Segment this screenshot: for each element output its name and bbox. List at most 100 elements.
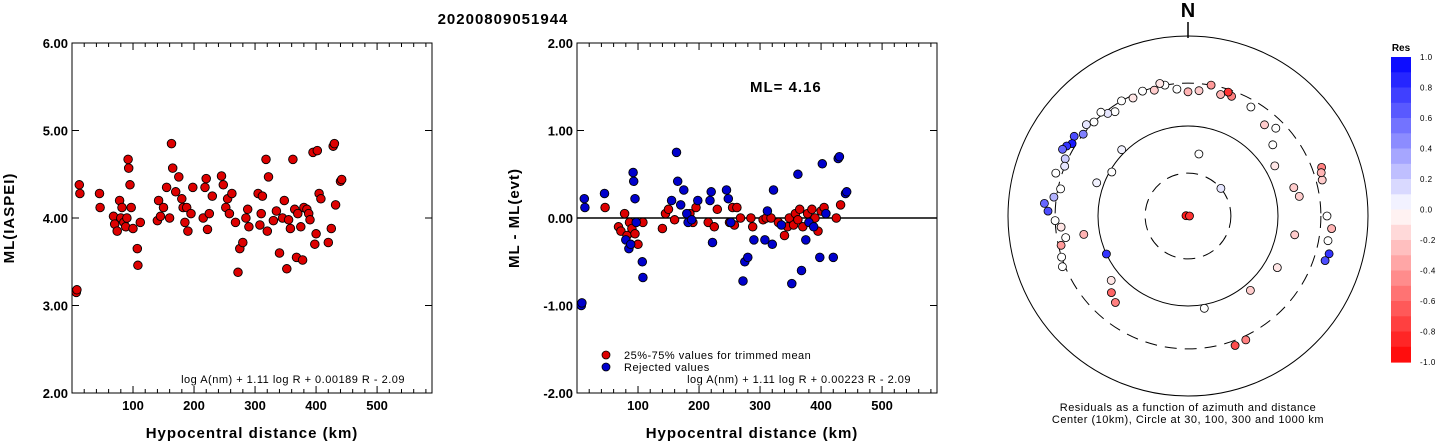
data-point: [74, 180, 85, 190]
data-point: [747, 222, 758, 232]
data-point: [693, 195, 703, 206]
station-marker: [1183, 87, 1193, 97]
data-point: [282, 264, 292, 274]
station-marker: [1241, 335, 1251, 345]
station-marker: [1106, 275, 1116, 285]
colorbar-cell: [1391, 72, 1411, 89]
data-point: [671, 147, 682, 158]
colorbar-tick-label: -0.2: [1420, 236, 1436, 245]
x-tick-label: 100: [627, 398, 649, 413]
data-point: [296, 222, 306, 232]
data-point: [233, 267, 243, 278]
station-marker: [1128, 93, 1138, 103]
colorbar-tick-label: 0.6: [1420, 114, 1433, 123]
data-point: [256, 208, 266, 219]
station-marker: [1268, 140, 1278, 150]
data-point: [794, 204, 805, 215]
distance-ring: [1054, 82, 1322, 350]
data-point: [669, 215, 680, 225]
caption-line-2: Center (10km), Circle at 30, 100, 300 an…: [1052, 414, 1324, 426]
x-tick-label: 300: [244, 398, 266, 413]
data-point: [183, 226, 193, 236]
data-point: [153, 195, 164, 206]
colorbar-tick-label: 0.0: [1420, 206, 1433, 215]
colorbar-cell: [1391, 255, 1411, 272]
data-point: [735, 213, 746, 223]
station-marker: [1110, 107, 1120, 117]
data-point: [305, 215, 315, 225]
station-marker: [1111, 298, 1120, 307]
y-tick-label: 2.00: [548, 36, 573, 51]
data-point: [75, 188, 85, 199]
data-point: [721, 185, 732, 195]
data-point: [166, 138, 177, 149]
station-marker: [1272, 263, 1282, 273]
data-point: [628, 176, 639, 187]
station-marker: [1172, 84, 1182, 94]
data-point: [793, 215, 803, 225]
station-marker: [1117, 96, 1126, 106]
data-point: [155, 211, 166, 222]
colorbar-cell: [1391, 194, 1411, 211]
data-point: [628, 167, 638, 178]
data-point: [579, 193, 590, 204]
data-point: [207, 191, 218, 201]
data-point: [323, 237, 334, 248]
data-point: [657, 223, 668, 234]
station-marker: [1058, 262, 1067, 272]
data-point: [625, 239, 636, 250]
data-point: [242, 204, 253, 215]
data-point: [112, 226, 122, 236]
station-marker: [1216, 183, 1226, 193]
colorbar-tick-label: -0.8: [1420, 328, 1436, 337]
station-marker: [1260, 120, 1269, 130]
formula-label: log A(nm) + 1.11 log R + 0.00223 R - 2.0…: [687, 374, 911, 386]
data-point: [631, 217, 641, 228]
data-point: [600, 202, 610, 213]
data-point: [158, 202, 169, 213]
data-point: [202, 224, 213, 235]
station-marker: [1107, 167, 1117, 177]
north-label: N: [1181, 0, 1195, 22]
colorbar-cell: [1391, 346, 1411, 363]
data-point: [707, 237, 718, 248]
data-point: [807, 204, 817, 215]
data-point: [261, 154, 271, 165]
colorbar-cell: [1391, 118, 1411, 134]
station-marker: [1290, 230, 1300, 240]
y-tick-label: -2.00: [543, 386, 573, 401]
station-marker: [1058, 144, 1067, 154]
station-marker: [1323, 236, 1333, 246]
data-point: [257, 191, 268, 201]
data-point: [167, 163, 178, 173]
y-tick-label: 0.00: [548, 211, 573, 226]
data-point: [123, 163, 134, 173]
data-point: [126, 202, 136, 213]
colorbar-cell: [1391, 240, 1411, 256]
colorbar-cell: [1391, 102, 1411, 119]
station-marker: [1270, 161, 1280, 171]
data-point: [122, 213, 132, 223]
station-marker: [1223, 87, 1233, 97]
colorbar-tick-label: -0.6: [1420, 297, 1436, 306]
legend-label-trimmed: 25%-75% values for trimmed mean: [624, 350, 811, 362]
colorbar-tick-label: 1.0: [1420, 53, 1433, 62]
data-point: [164, 213, 175, 223]
station-marker: [1194, 86, 1204, 96]
data-point: [738, 276, 748, 286]
station-marker: [1043, 206, 1053, 216]
data-point: [821, 208, 831, 219]
y-tick-label: 5.00: [43, 124, 68, 139]
colorbar-cell: [1391, 316, 1411, 333]
data-point: [663, 204, 674, 215]
data-point: [599, 188, 610, 199]
formula-label: log A(nm) + 1.11 log R + 0.00189 R - 2.0…: [181, 374, 405, 386]
data-point: [72, 285, 82, 295]
data-point: [180, 217, 190, 228]
legend-marker-trimmed: [601, 350, 611, 360]
data-point: [200, 182, 210, 193]
data-point: [132, 243, 143, 254]
data-point: [841, 187, 852, 197]
colorbar-cell: [1391, 270, 1411, 287]
data-point: [732, 202, 742, 213]
